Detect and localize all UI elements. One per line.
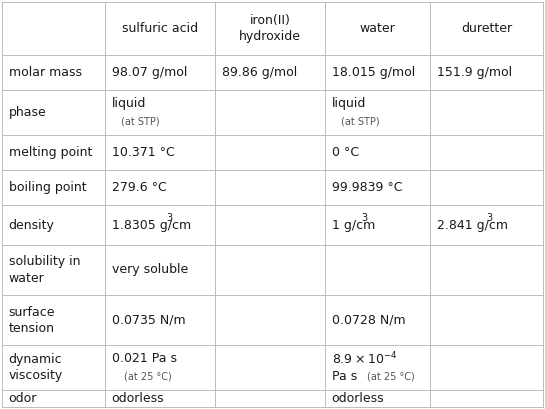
- Text: 0.021 Pa s: 0.021 Pa s: [112, 352, 177, 365]
- Text: density: density: [9, 218, 54, 231]
- Text: 0.0735 N/m: 0.0735 N/m: [112, 314, 185, 326]
- Text: surface
tension: surface tension: [9, 306, 55, 335]
- Text: (at STP): (at STP): [341, 117, 380, 126]
- Text: solubility in
water: solubility in water: [9, 256, 80, 285]
- Text: phase: phase: [9, 106, 46, 119]
- Text: very soluble: very soluble: [112, 263, 188, 276]
- Text: (at 25 °C): (at 25 °C): [367, 371, 415, 382]
- Text: 99.9839 °C: 99.9839 °C: [331, 181, 402, 194]
- Text: 98.07 g/mol: 98.07 g/mol: [112, 66, 187, 79]
- Text: odor: odor: [9, 392, 37, 405]
- Text: 3: 3: [361, 213, 367, 222]
- Text: 3: 3: [166, 213, 172, 222]
- Text: 10.371 °C: 10.371 °C: [112, 146, 174, 159]
- Text: melting point: melting point: [9, 146, 92, 159]
- Text: (at 25 °C): (at 25 °C): [124, 371, 171, 382]
- Text: sulfuric acid: sulfuric acid: [122, 22, 198, 35]
- Text: 1.8305 g/cm: 1.8305 g/cm: [112, 218, 191, 231]
- Text: iron(II)
hydroxide: iron(II) hydroxide: [239, 14, 301, 43]
- Text: odorless: odorless: [112, 392, 164, 405]
- Text: 89.86 g/mol: 89.86 g/mol: [221, 66, 297, 79]
- Text: dynamic
viscosity: dynamic viscosity: [9, 353, 63, 382]
- Text: 18.015 g/mol: 18.015 g/mol: [331, 66, 415, 79]
- Text: 0.0728 N/m: 0.0728 N/m: [331, 314, 405, 326]
- Text: liquid: liquid: [331, 97, 366, 110]
- Text: (at STP): (at STP): [122, 117, 160, 126]
- Text: odorless: odorless: [331, 392, 384, 405]
- Text: 151.9 g/mol: 151.9 g/mol: [437, 66, 512, 79]
- Text: 2.841 g/cm: 2.841 g/cm: [437, 218, 507, 231]
- Text: 3: 3: [486, 213, 492, 222]
- Text: boiling point: boiling point: [9, 181, 86, 194]
- Text: 0 °C: 0 °C: [331, 146, 359, 159]
- Text: $8.9\times10^{-4}$: $8.9\times10^{-4}$: [331, 350, 397, 367]
- Text: Pa s: Pa s: [331, 370, 357, 383]
- Text: liquid: liquid: [112, 97, 146, 110]
- Text: duretter: duretter: [461, 22, 512, 35]
- Text: molar mass: molar mass: [9, 66, 82, 79]
- Text: water: water: [360, 22, 395, 35]
- Text: 1 g/cm: 1 g/cm: [331, 218, 375, 231]
- Text: 279.6 °C: 279.6 °C: [112, 181, 166, 194]
